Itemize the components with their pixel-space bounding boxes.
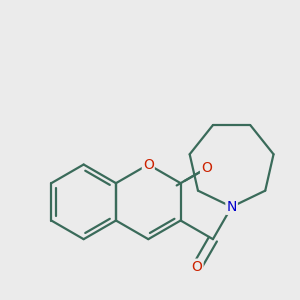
Text: O: O: [192, 260, 203, 274]
Text: O: O: [201, 161, 212, 175]
Text: O: O: [143, 158, 154, 172]
Text: N: N: [226, 200, 237, 214]
